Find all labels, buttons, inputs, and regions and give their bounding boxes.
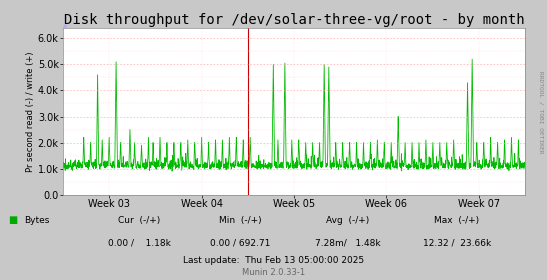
Text: Munin 2.0.33-1: Munin 2.0.33-1 <box>242 268 305 277</box>
Title: Disk throughput for /dev/solar-three-vg/root - by month: Disk throughput for /dev/solar-three-vg/… <box>63 13 525 27</box>
Text: Cur  (-/+): Cur (-/+) <box>118 216 161 225</box>
Text: Max  (-/+): Max (-/+) <box>434 216 479 225</box>
Text: Last update:  Thu Feb 13 05:00:00 2025: Last update: Thu Feb 13 05:00:00 2025 <box>183 256 364 265</box>
Text: 0.00 / 692.71: 0.00 / 692.71 <box>211 239 271 248</box>
Text: 12.32 /  23.66k: 12.32 / 23.66k <box>423 239 491 248</box>
Text: 0.00 /    1.18k: 0.00 / 1.18k <box>108 239 171 248</box>
Text: Avg  (-/+): Avg (-/+) <box>325 216 369 225</box>
Text: ▲: ▲ <box>63 23 67 28</box>
Y-axis label: Pr second read (-) / write (+): Pr second read (-) / write (+) <box>26 51 35 172</box>
Text: Min  (-/+): Min (-/+) <box>219 216 262 225</box>
Text: RRDTOOL / TOBI OETIKER: RRDTOOL / TOBI OETIKER <box>539 71 544 153</box>
Text: ■: ■ <box>8 215 18 225</box>
Text: 7.28m/   1.48k: 7.28m/ 1.48k <box>315 239 380 248</box>
Text: Bytes: Bytes <box>25 216 50 225</box>
